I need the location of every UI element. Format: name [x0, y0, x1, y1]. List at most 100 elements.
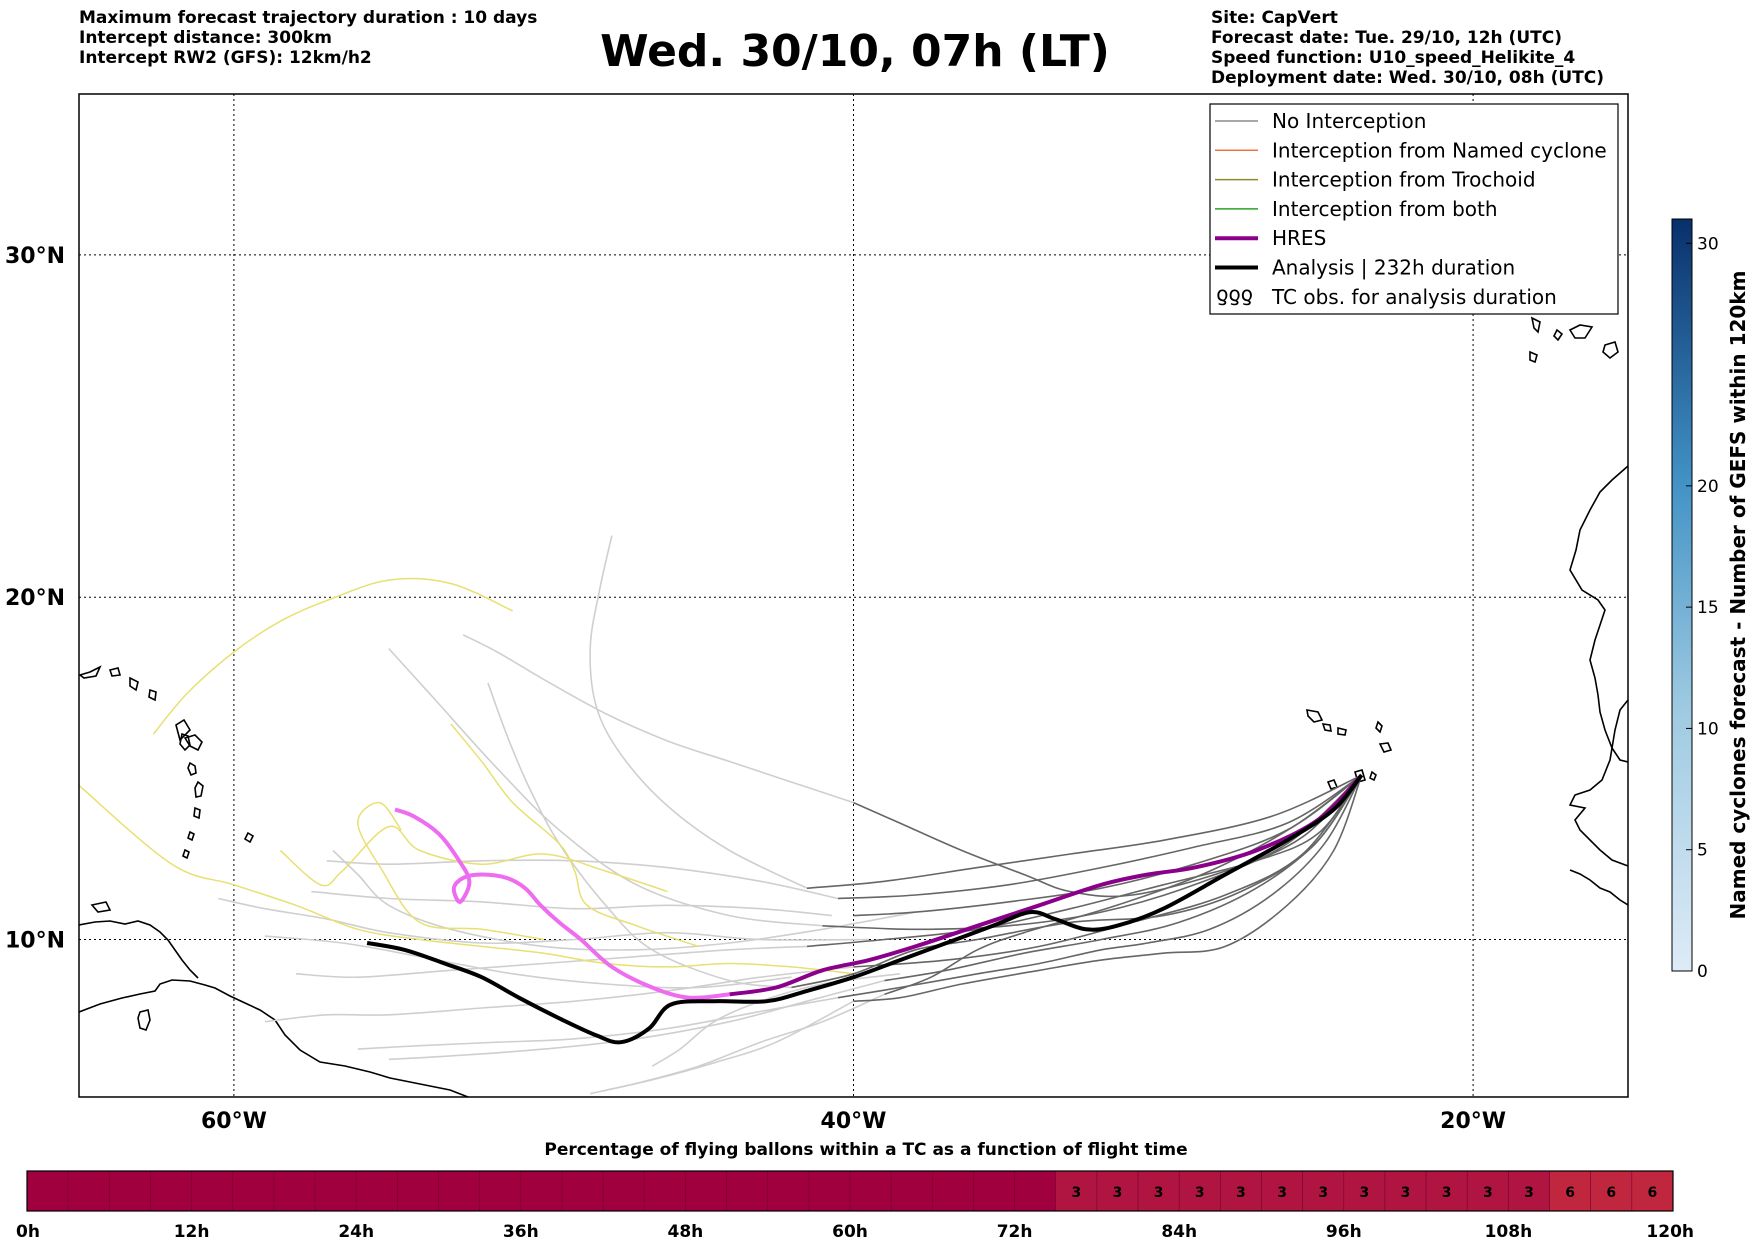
lesser-antilles-islands [175, 718, 204, 860]
gefs-trajectory-no-interception [837, 774, 1363, 900]
tobago-island [90, 901, 112, 913]
gefs-trajectory-light [462, 634, 854, 804]
tc-percentage-value: 3 [1524, 1185, 1534, 1201]
gefs-trajectory-light [264, 966, 854, 1023]
tc-percentage-cell [191, 1170, 234, 1212]
gefs-trajectory-trochoid [152, 577, 514, 735]
legend-label: No Interception [1272, 109, 1426, 133]
tc-percentage-value: 3 [1360, 1185, 1370, 1201]
tc-percentage-cell [232, 1170, 275, 1212]
colorbar-ramp [1671, 218, 1693, 972]
tc-percentage-cell [109, 1170, 151, 1212]
tc-percentage-cell [438, 1170, 480, 1212]
legend-entry: δδδ TC obs. for analysis duration [1216, 285, 1557, 309]
tc-percentage-value: 3 [1401, 1185, 1411, 1201]
legend-entry: Interception from Named cyclone [1215, 138, 1607, 162]
gefs-trajectory-no-interception [884, 774, 1363, 996]
gefs-trajectory-trochoid [279, 825, 668, 893]
tc-percentage-value: 3 [1442, 1185, 1452, 1201]
run-info-left: Maximum forecast trajectory duration : 1… [79, 8, 537, 68]
gefs-trajectory-light [357, 996, 839, 1050]
map-axis-labels: 60°W 40°W 20°W 30°N 20°N 10°N [5, 244, 1506, 1134]
legend-box [1209, 103, 1619, 315]
gefs-trajectory-no-interception [853, 774, 1363, 1002]
colorbar-tick-label: 30 [1697, 234, 1719, 254]
legend-label: Interception from both [1272, 197, 1498, 221]
gefs-trajectory-no-interception [837, 774, 1363, 999]
tc-strip-tick-label: 60h [832, 1222, 868, 1241]
gefs-trajectory-light [295, 945, 808, 979]
hres-trajectory [729, 773, 1364, 997]
tc-strip-tick-label: 84h [1161, 1222, 1197, 1241]
gefs-trajectory-light [332, 849, 916, 951]
max-duration-text: Maximum forecast trajectory duration : 1… [79, 8, 538, 28]
tc-strip-tick-label: 48h [668, 1222, 704, 1241]
tc-strip-tick-label: 24h [338, 1222, 374, 1241]
legend-entry: Interception from Trochoid [1215, 168, 1536, 192]
tc-percentage-cell [561, 1170, 604, 1212]
gefs-trajectory-light [589, 535, 808, 889]
site-text: Site: CapVert [1211, 8, 1338, 28]
tc-percentage-cell [1261, 1170, 1303, 1212]
speed-function-text: Speed function: U10_speed_Helikite_4 [1211, 48, 1576, 68]
legend-label: Interception from Trochoid [1272, 168, 1536, 192]
tc-percentage-value: 3 [1113, 1185, 1123, 1201]
tc-percentage-cell [1425, 1170, 1468, 1212]
colorbar-tick-label: 15 [1697, 598, 1719, 618]
gefs-trajectories-trochoid [79, 577, 854, 975]
tc-percentage-cell [520, 1170, 563, 1212]
tc-percentage-cell [643, 1170, 686, 1212]
longitude-tick-label: 60°W [201, 1109, 267, 1134]
tc-percentage-strip: Percentage of flying ballons within a TC… [16, 1140, 1694, 1241]
tc-percentage-value: 3 [1318, 1185, 1328, 1201]
gefs-trajectory-light [218, 897, 870, 945]
tc-percentage-cell [397, 1170, 439, 1212]
highlight-trajectories [366, 773, 1364, 1045]
legend-entry: Interception from both [1215, 197, 1498, 221]
tc-percentage-cell [1220, 1170, 1262, 1212]
legend-label: Interception from Named cyclone [1272, 138, 1607, 162]
gefs-trajectory-trochoid [79, 784, 854, 975]
tc-strip-tick-label: 0h [16, 1222, 40, 1241]
map-frame [78, 93, 1629, 1098]
colorbar-label: Named cyclones forecast - Number of GEFS… [1726, 271, 1750, 920]
tc-percentage-cell [1014, 1170, 1057, 1212]
tc-percentage-cell [273, 1170, 316, 1212]
latitude-tick-label: 20°N [5, 586, 65, 611]
gefs-trajectory-light [487, 682, 792, 989]
tc-percentage-value: 3 [1195, 1185, 1205, 1201]
tc-strip-frame [26, 1170, 1674, 1212]
tc-percentage-value: 6 [1606, 1185, 1616, 1201]
colorbar-tick-label: 20 [1697, 477, 1719, 497]
tc-percentage-value: 3 [1154, 1185, 1164, 1201]
tc-percentage-value: 3 [1236, 1185, 1246, 1201]
legend-entry: No Interception [1215, 109, 1426, 133]
tc-strip-title: Percentage of flying ballons within a TC… [544, 1140, 1187, 1160]
longitude-tick-label: 40°W [821, 1109, 887, 1134]
colorbar-tick-label: 10 [1697, 719, 1719, 739]
south-america-coast [79, 979, 469, 1097]
coastlines [79, 316, 1628, 1097]
tc-strip-tick-label: 36h [503, 1222, 539, 1241]
cyclone-symbol-icon: δδδ [1216, 285, 1253, 309]
tc-strip-tick-label: 72h [997, 1222, 1033, 1241]
virgin-islands [79, 665, 157, 702]
tc-percentage-cell [26, 1170, 69, 1212]
gefs-trajectory-no-interception [822, 774, 1363, 931]
legend-entry: HRES [1215, 226, 1326, 250]
tc-percentage-cell [1302, 1170, 1345, 1212]
tc-percentage-cell [479, 1170, 522, 1212]
tc-percentage-value: 6 [1565, 1185, 1575, 1201]
trinidad-island [137, 1009, 151, 1031]
legend-label: TC obs. for analysis duration [1271, 285, 1557, 309]
map-legend: No Interception Interception from Named c… [1209, 103, 1619, 315]
colorbar-tick-label: 0 [1697, 962, 1708, 982]
tc-percentage-cell [1137, 1170, 1180, 1212]
tc-percentage-cell [726, 1170, 768, 1212]
tc-percentage-cell [808, 1170, 851, 1212]
bijagos-islands [1569, 869, 1628, 906]
tc-strip-tick-label: 120h [1646, 1222, 1694, 1241]
gefs-trajectory-no-interception [806, 774, 1363, 948]
tc-percentage-cell [355, 1170, 398, 1212]
